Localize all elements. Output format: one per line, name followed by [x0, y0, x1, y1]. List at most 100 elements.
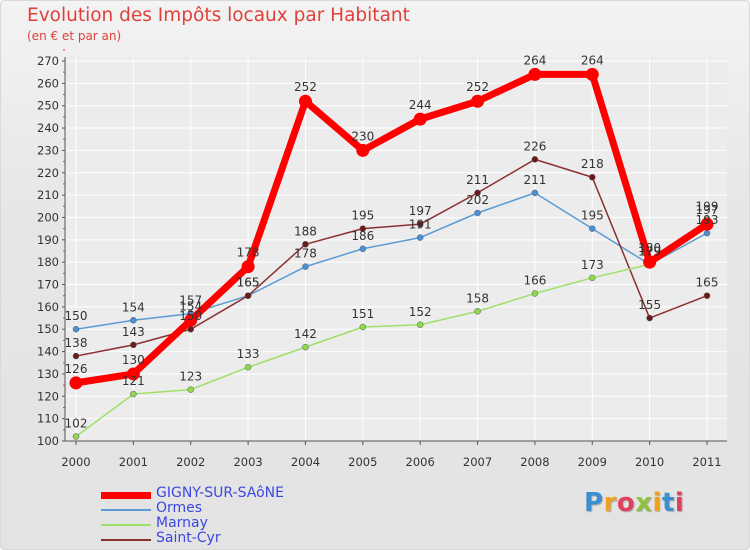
legend-label-ormes: Ormes [156, 500, 203, 516]
tick-label-y-210: 210 [37, 188, 59, 202]
data-label-marnay-2004: 142 [294, 327, 317, 341]
point-gigny-sur-sa-ne-2004 [298, 94, 312, 108]
point-gigny-sur-sa-ne-2007 [471, 94, 485, 108]
logo-letter: i [674, 488, 685, 518]
point-marnay-2007 [474, 308, 481, 315]
point-saint-cyr-2010 [646, 314, 653, 322]
tick-label-y-200: 200 [37, 210, 59, 224]
data-label-gigny-sur-sa-ne-2001: 130 [122, 353, 145, 367]
data-label-saint-cyr-2008: 226 [523, 139, 546, 153]
legend-swatch-ormes [101, 509, 151, 511]
point-marnay-2003 [244, 363, 252, 371]
data-label-ormes-2008: 211 [523, 173, 546, 187]
axes: 1001101201301401501601701801902002102202… [37, 49, 727, 469]
plot-background [65, 57, 727, 441]
point-gigny-sur-sa-ne-2003 [241, 260, 255, 274]
point-marnay-2006 [416, 321, 424, 329]
proxiti-logo: Proxiti [584, 488, 684, 518]
data-label-saint-cyr-2010: 155 [638, 298, 661, 312]
point-ormes-2000 [72, 325, 80, 333]
point-gigny-sur-sa-ne-2008 [528, 67, 542, 81]
point-saint-cyr-2000 [72, 352, 80, 360]
data-label-ormes-2009: 195 [581, 209, 604, 223]
data-label-saint-cyr-2002: 150 [179, 309, 202, 323]
legend-swatch-saint-cyr [101, 539, 151, 541]
data-label-marnay-2003: 133 [237, 347, 260, 361]
data-label-marnay-2008: 166 [523, 273, 546, 287]
tick-label-y-240: 240 [37, 121, 59, 135]
legend-label-marnay: Marnay [156, 515, 208, 531]
point-marnay-2002 [187, 386, 194, 393]
data-label-saint-cyr-2009: 218 [581, 157, 604, 171]
tick-label-y-180: 180 [37, 255, 59, 269]
tick-label-y-100: 100 [37, 434, 59, 448]
point-marnay-2004 [302, 343, 309, 351]
point-ormes-2001 [130, 317, 137, 324]
logo-letter: P [584, 488, 604, 518]
series-line-marnay [75, 219, 708, 438]
tick-label-x-2008: 2008 [520, 455, 549, 469]
point-saint-cyr-2006 [416, 220, 424, 228]
tick-label-y-230: 230 [37, 143, 59, 157]
legend-label-saint-cyr: Saint-Cyr [156, 530, 221, 546]
point-saint-cyr-2001 [130, 341, 137, 349]
tick-label-x-2003: 2003 [233, 455, 262, 469]
point-marnay-2000 [72, 433, 80, 440]
series-lines [69, 67, 714, 440]
tick-label-x-2002: 2002 [176, 455, 205, 469]
data-label-saint-cyr-2000: 138 [65, 336, 88, 350]
point-gigny-sur-sa-ne-2009 [585, 67, 599, 81]
chart-title: Evolution des Impôts locaux par Habitant [27, 5, 410, 26]
point-gigny-sur-sa-ne-2000 [69, 376, 83, 390]
data-label-saint-cyr-2005: 195 [351, 209, 374, 223]
tick-label-x-2006: 2006 [406, 455, 435, 469]
data-label-saint-cyr-2003: 165 [237, 276, 260, 290]
data-label-ormes-2010: 179 [638, 244, 661, 258]
data-label-gigny-sur-sa-ne-2010: 180 [638, 241, 661, 255]
point-saint-cyr-2008 [531, 156, 539, 163]
data-label-marnay-2009: 173 [581, 258, 604, 272]
data-label-gigny-sur-sa-ne-2005: 230 [351, 129, 374, 143]
point-saint-cyr-2004 [302, 241, 309, 248]
point-saint-cyr-2005 [359, 225, 367, 232]
data-label-gigny-sur-sa-ne-2003: 178 [237, 246, 260, 260]
point-saint-cyr-2009 [589, 173, 596, 181]
point-ormes-2011 [703, 229, 711, 237]
data-label-gigny-sur-sa-ne-2009: 264 [581, 53, 604, 67]
point-ormes-2004 [302, 263, 309, 270]
tick-label-y-220: 220 [37, 166, 59, 180]
data-label-marnay-2001: 121 [122, 374, 145, 388]
data-label-ormes-2011: 193 [696, 213, 719, 227]
point-gigny-sur-sa-ne-2011 [700, 217, 714, 231]
data-label-gigny-sur-sa-ne-2011: 197 [696, 203, 719, 217]
data-label-gigny-sur-sa-ne-2006: 244 [409, 98, 432, 112]
data-label-ormes-2006: 191 [409, 218, 432, 232]
series-line-ormes [75, 192, 708, 330]
tick-label-y-170: 170 [37, 278, 59, 292]
logo-letter: t [661, 488, 675, 518]
data-label-marnay-2006: 152 [409, 305, 432, 319]
tick-label-y-250: 250 [37, 99, 59, 113]
data-label-ormes-2003: 165 [237, 276, 260, 290]
tick-label-x-2009: 2009 [578, 455, 607, 469]
point-ormes-2009 [589, 225, 596, 232]
point-gigny-sur-sa-ne-2001 [126, 367, 140, 381]
tick-label-x-2007: 2007 [463, 455, 492, 469]
point-marnay-2001 [130, 390, 137, 398]
chart-subtitle: (en € et par an) [27, 29, 122, 43]
logo-letter: i [652, 488, 662, 518]
data-label-saint-cyr-2001: 143 [122, 325, 145, 339]
data-label-marnay-2007: 158 [466, 291, 489, 305]
tick-label-y-120: 120 [37, 389, 59, 403]
point-saint-cyr-2002 [187, 325, 194, 333]
tick-label-y-140: 140 [37, 345, 59, 359]
tick-label-x-2011: 2011 [692, 455, 721, 469]
tick-label-y-270: 270 [37, 54, 59, 68]
legend-label-gigny: GIGNY-SUR-SAôNE [156, 485, 284, 501]
point-gigny-sur-sa-ne-2005 [356, 143, 370, 157]
tick-label-x-2000: 2000 [61, 455, 90, 469]
data-label-ormes-2007: 202 [466, 193, 489, 207]
data-label-marnay-2005: 151 [351, 307, 374, 321]
legend-swatch-gigny [101, 491, 151, 499]
logo-letter: r [603, 488, 617, 518]
